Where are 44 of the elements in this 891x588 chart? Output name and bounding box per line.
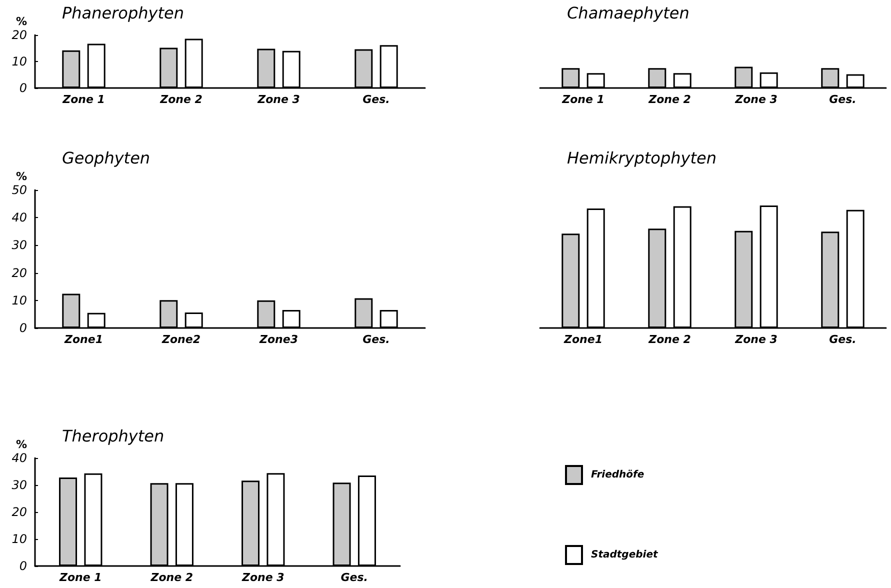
x-tick-label: Zone 3: [734, 93, 778, 106]
chart-title: Chamaephyten: [567, 4, 690, 22]
x-tick-label: Ges.: [829, 93, 856, 106]
y-axis-title: %: [16, 15, 27, 28]
y-tick-label: 20: [12, 505, 28, 519]
chart-title: Geophyten: [62, 148, 150, 168]
y-tick-label: 40: [12, 210, 28, 225]
y-tick-label: 30: [12, 478, 28, 492]
y-tick-label: 10: [12, 54, 28, 68]
x-tick-label: Zone 2: [648, 333, 692, 346]
y-tick-label: 0: [19, 81, 28, 95]
y-tick-label: 10: [12, 293, 28, 308]
x-tick-label: Zone 2: [648, 93, 692, 106]
y-tick-label: 40: [12, 451, 28, 465]
x-tick-label: Zone 1: [561, 93, 604, 106]
x-tick-label: Ges.: [340, 571, 368, 584]
x-tick-label: Zone 2: [159, 93, 203, 106]
x-tick-label: Zone1: [563, 333, 602, 346]
y-tick-label: 0: [19, 321, 28, 335]
legend-label: Stadtgebiet: [591, 550, 659, 560]
y-axis-title: %: [16, 438, 27, 451]
y-tick-label: 50: [12, 183, 28, 197]
x-tick-label: Zone 3: [734, 333, 778, 346]
x-tick-label: Ges.: [362, 93, 390, 106]
y-axis-title: %: [16, 170, 27, 183]
y-tick-label: 20: [12, 28, 28, 42]
y-tick-label: 20: [12, 266, 28, 280]
x-tick-label: Zone1: [64, 333, 103, 346]
x-tick-label: Zone 1: [58, 571, 102, 584]
x-tick-label: Ges.: [829, 333, 856, 346]
x-tick-label: Zone3: [258, 333, 298, 346]
chart-title: Hemikryptophyten: [567, 148, 716, 168]
x-tick-label: Zone 3: [240, 571, 285, 584]
legend-label: Friedhöfe: [591, 470, 644, 480]
y-tick-label: 30: [12, 238, 28, 252]
y-tick-label: 0: [19, 559, 28, 573]
x-tick-label: Zone 3: [256, 93, 300, 106]
chart-title: Therophyten: [62, 426, 164, 446]
x-tick-label: Zone 1: [62, 93, 105, 106]
x-tick-label: Zone 2: [150, 571, 194, 584]
x-tick-label: Zone2: [161, 333, 201, 346]
chart-title: Phanerophyten: [62, 4, 184, 22]
y-tick-label: 10: [12, 532, 28, 546]
x-tick-label: Ges.: [362, 333, 390, 346]
